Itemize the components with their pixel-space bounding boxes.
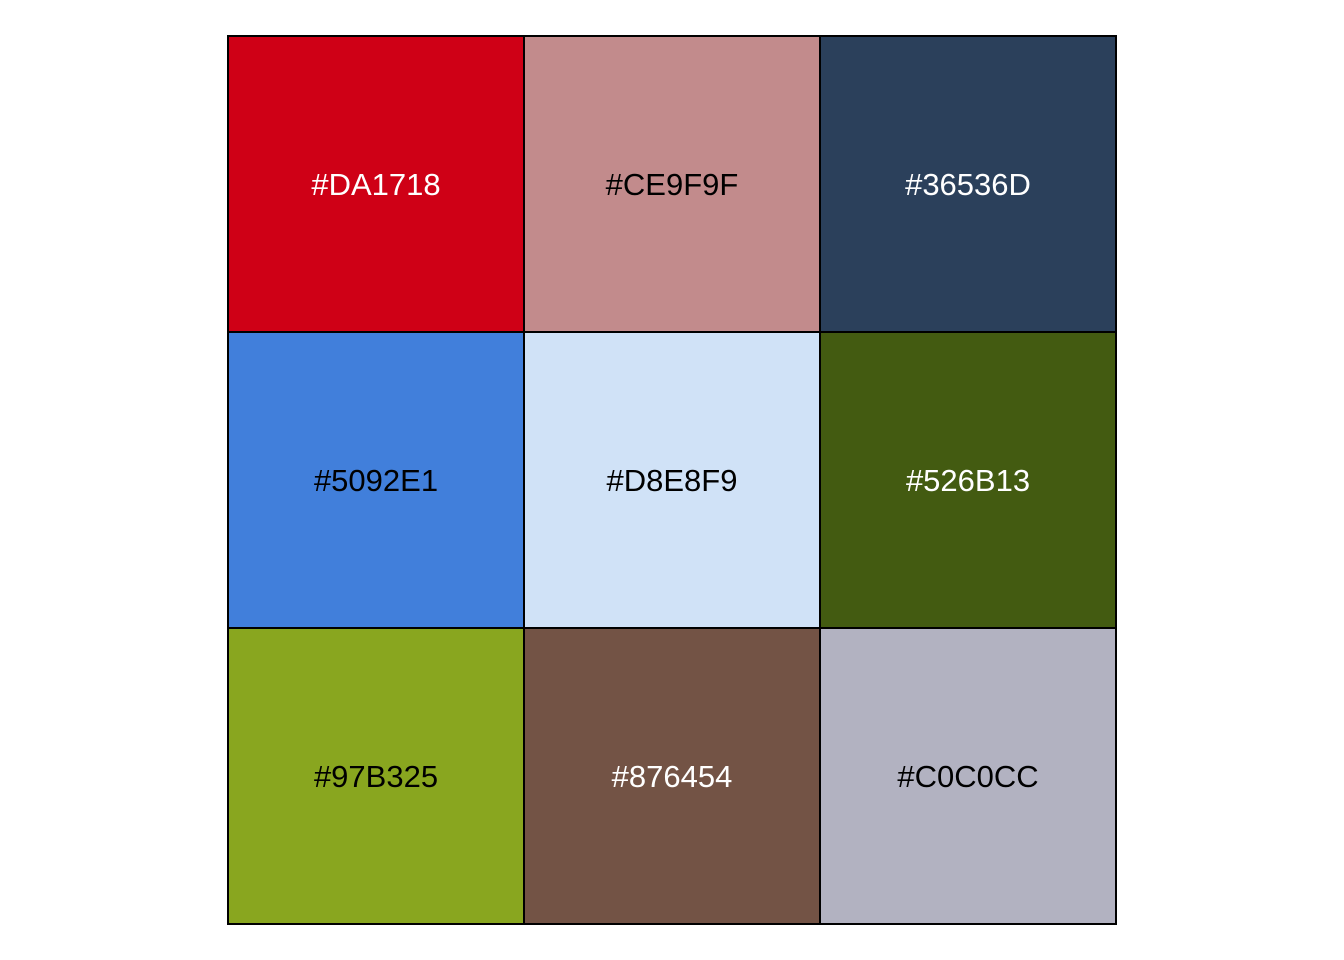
swatch-hex-label: #DA1718 [311,166,441,202]
swatch-hex-label: #97B325 [313,758,439,794]
swatch-hex-label: #5092E1 [313,462,439,498]
color-swatch: #DA1718 [228,36,524,332]
color-swatch: #5092E1 [228,332,524,628]
color-swatch: #876454 [524,628,820,924]
swatch-hex-label: #D8E8F9 [606,462,738,498]
color-swatch: #C0C0CC [820,628,1116,924]
color-swatch: #CE9F9F [524,36,820,332]
swatch-hex-label: #526B13 [905,462,1031,498]
color-swatch: #D8E8F9 [524,332,820,628]
color-palette-grid: #DA1718 #CE9F9F #36536D #5092E1 #D8E8F9 … [227,35,1117,925]
swatch-hex-label: #C0C0CC [897,758,1039,794]
swatch-hex-label: #CE9F9F [605,166,739,202]
color-swatch: #97B325 [228,628,524,924]
color-swatch: #526B13 [820,332,1116,628]
swatch-hex-label: #36536D [905,166,1031,202]
swatch-hex-label: #876454 [611,758,733,794]
color-swatch: #36536D [820,36,1116,332]
